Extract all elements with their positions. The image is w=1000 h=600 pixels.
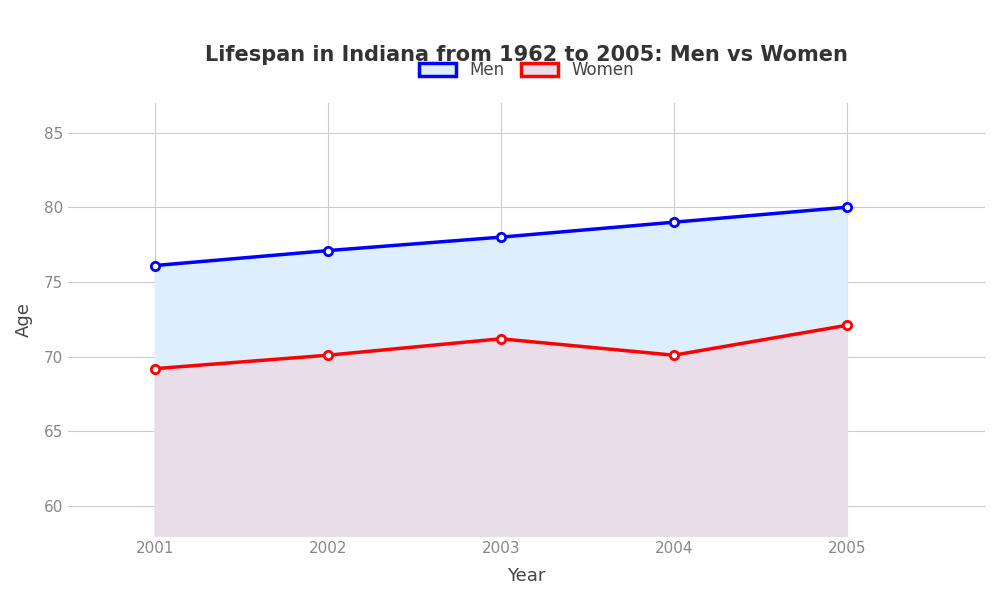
Legend: Men, Women: Men, Women [413,55,641,86]
X-axis label: Year: Year [507,567,546,585]
Title: Lifespan in Indiana from 1962 to 2005: Men vs Women: Lifespan in Indiana from 1962 to 2005: M… [205,45,848,65]
Y-axis label: Age: Age [15,302,33,337]
